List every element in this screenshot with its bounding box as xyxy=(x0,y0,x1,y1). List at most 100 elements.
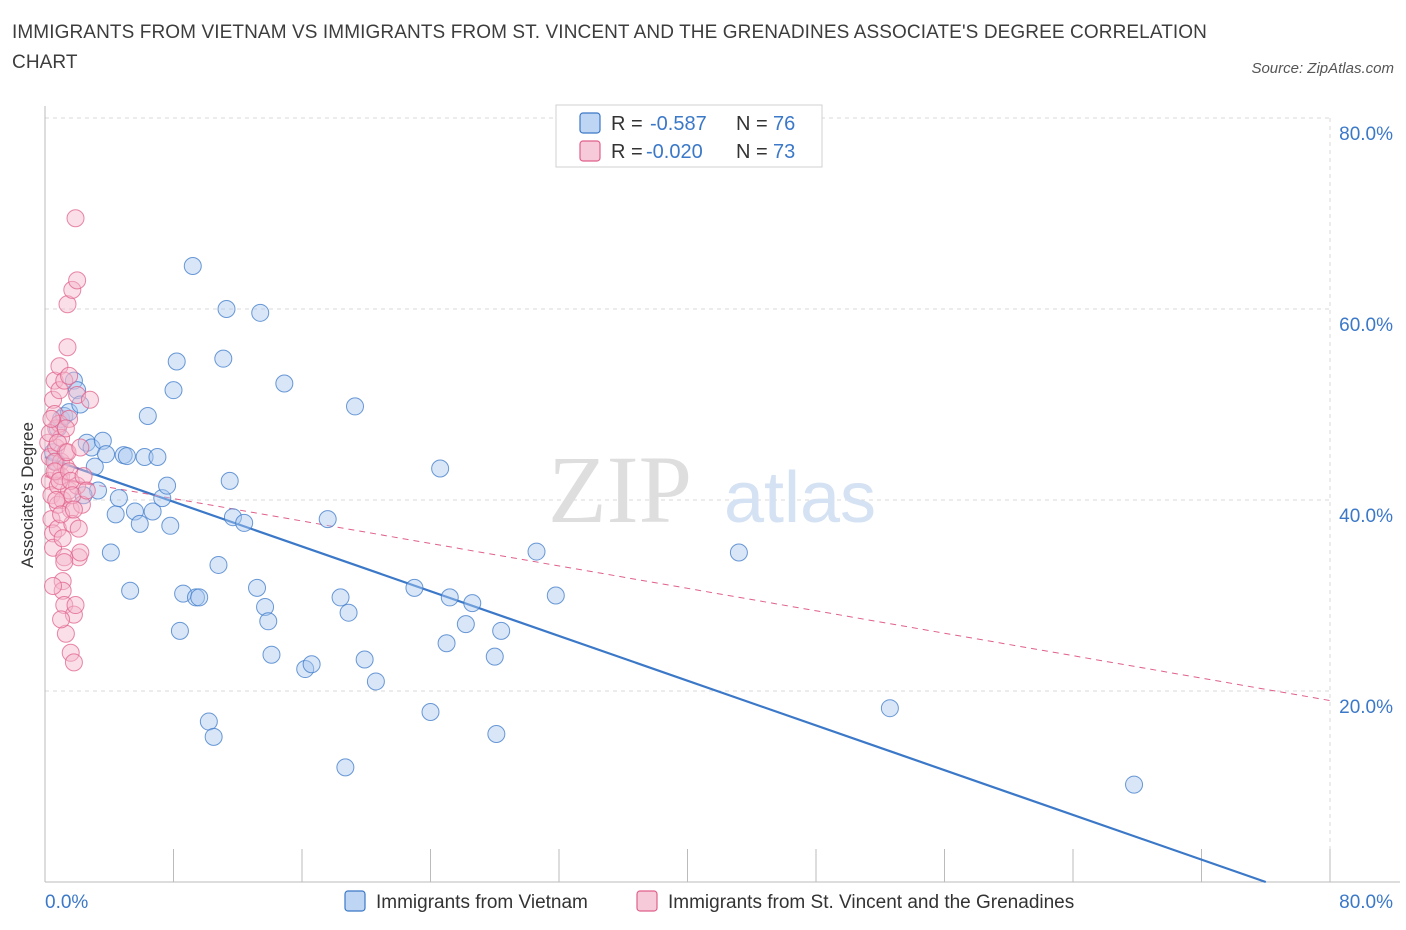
watermark-atlas: atlas xyxy=(724,458,876,538)
point-vietnam xyxy=(117,447,136,466)
point-stvincent xyxy=(77,481,96,500)
point-stvincent xyxy=(44,524,63,543)
point-stvincent xyxy=(56,419,75,438)
point-vietnam xyxy=(456,615,475,634)
point-vietnam xyxy=(880,699,899,718)
point-vietnam xyxy=(355,650,374,669)
point-stvincent xyxy=(71,438,90,457)
point-stvincent xyxy=(66,596,85,615)
series-legend-label-stvincent: Immigrants from St. Vincent and the Gren… xyxy=(668,892,1074,913)
axes xyxy=(44,106,1400,883)
legend-n-label: N = xyxy=(736,113,768,135)
point-stvincent xyxy=(42,409,61,428)
point-vietnam xyxy=(1125,775,1144,794)
point-stvincent xyxy=(64,653,83,672)
x-tick-label: 80.0% xyxy=(1339,892,1393,913)
point-vietnam xyxy=(296,660,315,679)
point-stvincent xyxy=(45,405,64,424)
y-tick-label: 20.0% xyxy=(1339,697,1393,718)
legend-r-value: -0.020 xyxy=(646,141,703,163)
point-vietnam xyxy=(204,727,223,746)
point-stvincent xyxy=(50,381,69,400)
series-legend-swatch-stvincent xyxy=(636,890,658,912)
point-stvincent xyxy=(44,576,63,595)
point-stvincent xyxy=(53,581,72,600)
point-vietnam xyxy=(492,621,511,640)
point-stvincent xyxy=(63,280,82,299)
y-axis-title: Associate's Degree xyxy=(18,422,37,568)
point-vietnam xyxy=(161,516,180,535)
point-vietnam xyxy=(346,397,365,416)
trend-line-vietnam xyxy=(44,455,1267,884)
point-vietnam xyxy=(251,303,270,322)
point-stvincent xyxy=(60,366,79,385)
correlation-legend: R = -0.587 N = 76 R = -0.020 N = 73 xyxy=(555,104,823,168)
point-vietnam xyxy=(164,381,183,400)
point-vietnam xyxy=(421,703,440,722)
point-stvincent xyxy=(68,271,87,290)
point-stvincent xyxy=(61,643,80,662)
point-stvincent xyxy=(48,433,67,452)
point-vietnam xyxy=(275,374,294,393)
point-stvincent xyxy=(63,486,82,505)
y-tick-label: 40.0% xyxy=(1339,506,1393,527)
point-vietnam xyxy=(217,300,236,318)
point-vietnam xyxy=(487,724,506,743)
point-vietnam xyxy=(138,406,157,425)
point-vietnam xyxy=(109,489,128,508)
point-stvincent xyxy=(80,390,99,409)
point-vietnam xyxy=(366,672,385,691)
legend-swatch-stvincent xyxy=(579,140,601,162)
source-note: Source: ZipAtlas.com xyxy=(1251,60,1394,77)
point-vietnam xyxy=(158,476,177,495)
point-stvincent xyxy=(58,295,77,314)
point-vietnam xyxy=(235,513,254,532)
point-vietnam xyxy=(68,381,87,400)
point-stvincent xyxy=(50,357,69,376)
point-stvincent xyxy=(48,519,67,538)
point-vietnam xyxy=(183,257,202,276)
point-vietnam xyxy=(167,352,186,371)
point-vietnam xyxy=(527,542,546,561)
point-stvincent xyxy=(53,572,72,591)
y-tick-label: 80.0% xyxy=(1339,124,1393,145)
point-stvincent xyxy=(45,371,64,390)
point-vietnam xyxy=(121,581,140,600)
point-vietnam xyxy=(463,594,482,613)
point-stvincent xyxy=(55,553,74,572)
point-vietnam xyxy=(148,448,167,467)
point-vietnam xyxy=(214,349,233,368)
point-vietnam xyxy=(302,655,321,674)
point-stvincent xyxy=(42,486,61,505)
series-legend: Immigrants from Vietnam Immigrants from … xyxy=(344,890,1074,913)
point-vietnam xyxy=(64,371,83,390)
legend-r-value: -0.587 xyxy=(650,113,707,135)
point-stvincent xyxy=(55,548,74,567)
legend-r-label: R = xyxy=(611,141,643,163)
point-vietnam xyxy=(135,448,154,467)
point-stvincent xyxy=(64,500,83,519)
point-vietnam xyxy=(199,712,218,731)
point-vietnam xyxy=(93,431,112,450)
point-vietnam xyxy=(431,459,450,478)
point-vietnam xyxy=(101,543,120,562)
point-vietnam xyxy=(336,758,355,777)
point-stvincent xyxy=(47,419,66,438)
point-stvincent xyxy=(60,409,79,428)
point-stvincent xyxy=(71,543,90,562)
point-vietnam xyxy=(130,514,149,533)
point-vietnam xyxy=(331,588,350,607)
point-stvincent xyxy=(53,529,72,548)
x-tick-label: 0.0% xyxy=(45,892,88,913)
legend-n-value: 73 xyxy=(773,141,795,163)
point-stvincent xyxy=(56,624,75,643)
point-stvincent xyxy=(52,610,71,629)
data-points xyxy=(39,209,1144,794)
point-vietnam xyxy=(209,555,228,574)
watermark: ZIP atlas xyxy=(548,436,876,543)
tick-labels: 20.0% 40.0% 60.0% 80.0% 0.0% 80.0% xyxy=(45,124,1393,913)
point-vietnam xyxy=(440,588,459,607)
point-vietnam xyxy=(262,645,281,664)
point-stvincent xyxy=(66,209,85,228)
